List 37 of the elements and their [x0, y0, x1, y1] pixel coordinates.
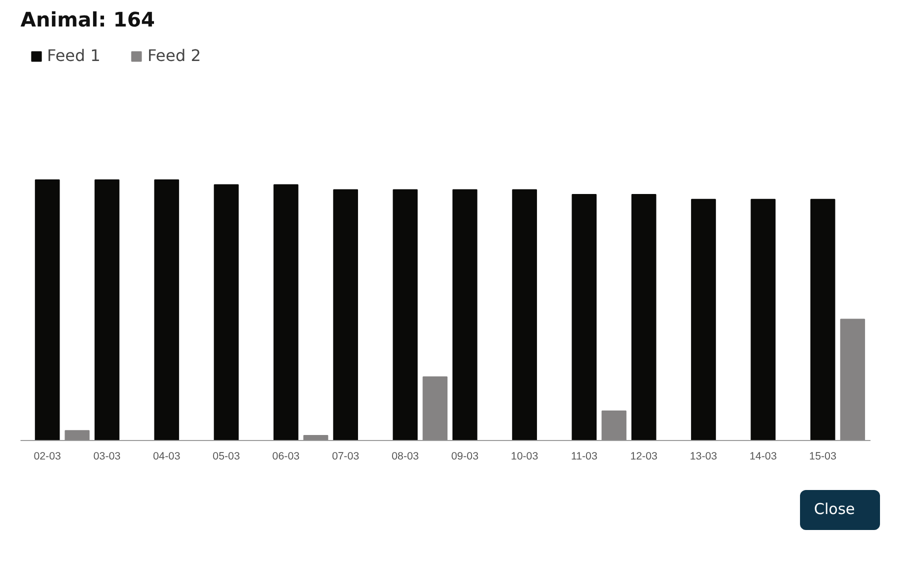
- bar: [274, 184, 298, 440]
- bar: [333, 189, 358, 440]
- x-tick-label: 13-03: [690, 450, 718, 462]
- bar: [392, 189, 418, 440]
- bar: [94, 179, 120, 440]
- bar: [214, 184, 239, 440]
- x-tick-label: 04-03: [153, 450, 180, 462]
- bar: [303, 435, 328, 440]
- bar: [422, 376, 448, 440]
- x-tick-label: 09-03: [451, 450, 479, 462]
- x-tick-label: 02-03: [34, 450, 62, 462]
- text: Close: [814, 499, 855, 520]
- bar: [602, 410, 626, 440]
- x-tick-label: 08-03: [392, 450, 419, 462]
- x-tick-label: 03-03: [93, 450, 121, 462]
- x-tick-label: 12-03: [630, 450, 658, 462]
- bar: [810, 198, 836, 440]
- bar: [154, 179, 180, 440]
- bar: [631, 194, 656, 440]
- x-tick-label: 11-03: [570, 450, 598, 462]
- chart-title: Animal: 164: [20, 8, 155, 32]
- x-tick-label: 15-03: [809, 450, 836, 462]
- x-tick-label: 07-03: [332, 450, 360, 462]
- x-tick-label: 06-03: [272, 450, 300, 462]
- bar: [750, 198, 776, 440]
- legend-label: Feed 2: [147, 46, 201, 65]
- bar: [691, 198, 716, 440]
- bar: [452, 189, 478, 440]
- x-tick-label: 10-03: [510, 450, 538, 462]
- bar: [572, 194, 597, 440]
- x-tick-label: 05-03: [212, 450, 240, 462]
- bar: [64, 430, 90, 440]
- bar: [512, 189, 537, 440]
- bar: [34, 179, 60, 440]
- x-tick-label: 14-03: [750, 450, 777, 462]
- legend-label: Feed 1: [47, 46, 100, 65]
- bar: [840, 318, 866, 440]
